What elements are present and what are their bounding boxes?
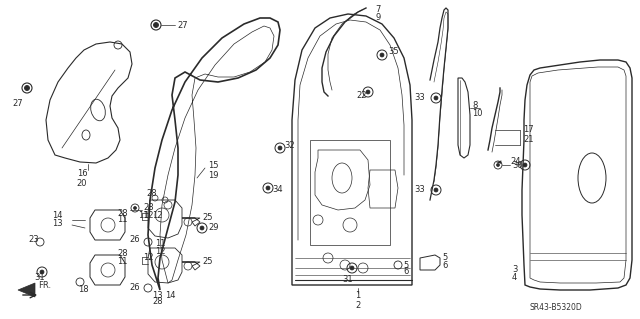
Text: 31: 31: [34, 273, 45, 283]
Text: 26: 26: [129, 284, 140, 293]
Text: FR.: FR.: [38, 280, 51, 290]
Polygon shape: [18, 283, 35, 297]
Text: 14: 14: [52, 211, 63, 219]
Text: 7: 7: [375, 5, 380, 14]
Text: 2: 2: [355, 300, 360, 309]
Text: 24: 24: [510, 158, 520, 167]
Text: 9: 9: [375, 13, 380, 23]
Text: 13: 13: [152, 291, 163, 300]
Circle shape: [366, 90, 370, 94]
Text: 32: 32: [284, 140, 294, 150]
Text: 22: 22: [356, 91, 367, 100]
Circle shape: [523, 163, 527, 167]
Circle shape: [40, 270, 44, 274]
Text: 20: 20: [77, 179, 87, 188]
Text: 15: 15: [208, 160, 218, 169]
Text: 11: 11: [118, 257, 128, 266]
Text: 23: 23: [28, 235, 38, 244]
Text: 16: 16: [77, 168, 87, 177]
Text: 28: 28: [152, 298, 163, 307]
Text: 13: 13: [52, 219, 63, 228]
Text: 33: 33: [414, 186, 425, 195]
Text: 14: 14: [165, 291, 175, 300]
Text: 5: 5: [442, 254, 447, 263]
Text: 25: 25: [202, 257, 212, 266]
Text: 27: 27: [177, 20, 188, 29]
Text: 3: 3: [512, 265, 517, 275]
Circle shape: [134, 206, 136, 210]
Text: 12: 12: [152, 211, 163, 219]
Text: 10: 10: [472, 108, 483, 117]
Circle shape: [278, 146, 282, 150]
Text: ◄: ◄: [496, 159, 501, 165]
Text: 28: 28: [117, 249, 128, 258]
Circle shape: [266, 186, 270, 190]
Circle shape: [380, 53, 384, 57]
Text: 25: 25: [202, 213, 212, 222]
Circle shape: [497, 164, 499, 167]
Text: 21: 21: [523, 136, 534, 145]
Text: 31: 31: [342, 276, 353, 285]
Text: 28: 28: [117, 209, 128, 218]
Text: 12: 12: [143, 254, 154, 263]
Circle shape: [24, 85, 29, 91]
Text: 12: 12: [155, 248, 166, 256]
Text: 11: 11: [138, 211, 148, 219]
Circle shape: [434, 96, 438, 100]
Circle shape: [200, 226, 204, 230]
Text: SR43-B5320D: SR43-B5320D: [530, 303, 583, 313]
Text: 19: 19: [208, 170, 218, 180]
Text: 4: 4: [512, 273, 517, 283]
Text: 26: 26: [129, 235, 140, 244]
Text: 34: 34: [272, 186, 283, 195]
Text: 6: 6: [442, 261, 447, 270]
Text: 28: 28: [143, 203, 154, 211]
Text: 27: 27: [12, 99, 22, 108]
Circle shape: [350, 266, 354, 270]
Circle shape: [434, 188, 438, 192]
Text: 5: 5: [403, 261, 408, 270]
Circle shape: [154, 23, 159, 27]
Text: 28: 28: [147, 189, 157, 197]
Text: 11: 11: [155, 240, 166, 249]
Text: 8: 8: [472, 100, 477, 109]
Text: 11: 11: [118, 216, 128, 225]
Text: 6: 6: [403, 268, 408, 277]
Text: 33: 33: [414, 93, 425, 102]
Text: 18: 18: [78, 286, 88, 294]
Text: 12: 12: [143, 211, 154, 219]
Text: 29: 29: [208, 224, 218, 233]
Text: 1: 1: [355, 292, 360, 300]
Text: 35: 35: [388, 48, 399, 56]
Text: 17: 17: [523, 125, 534, 135]
Text: 30: 30: [512, 160, 523, 169]
